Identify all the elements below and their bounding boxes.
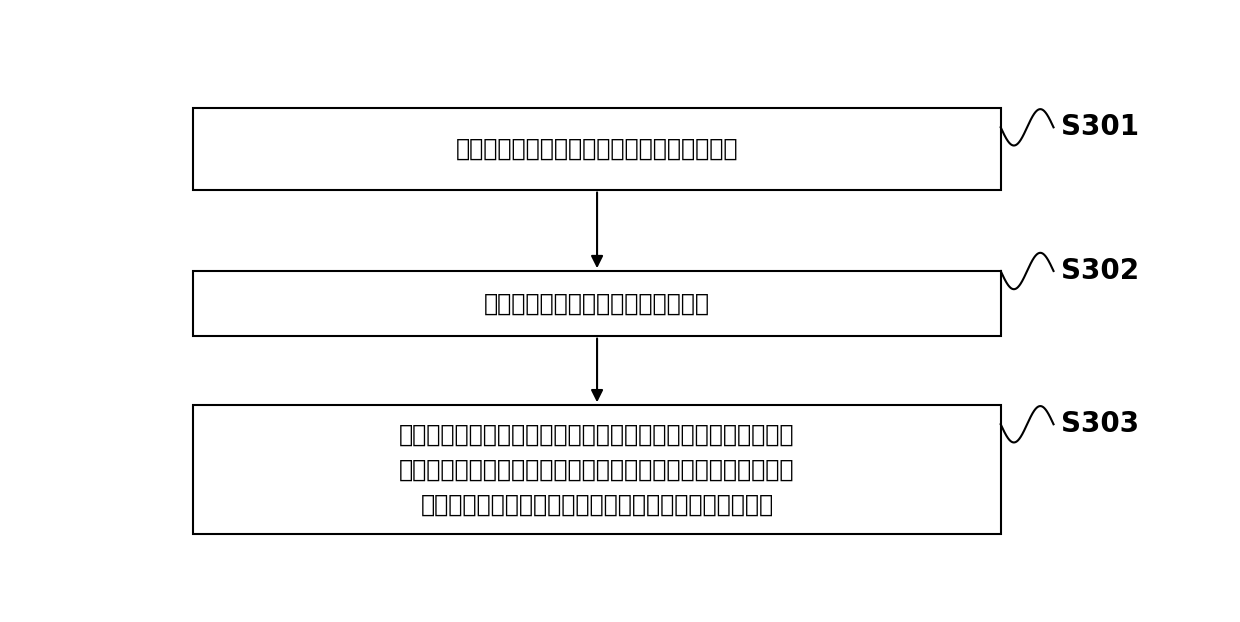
- Text: S302: S302: [1061, 257, 1140, 285]
- FancyBboxPatch shape: [193, 108, 1001, 190]
- FancyBboxPatch shape: [193, 271, 1001, 336]
- FancyBboxPatch shape: [193, 405, 1001, 534]
- Text: 网络侧设备接收终端发送的波束失败恢复请求: 网络侧设备接收终端发送的波束失败恢复请求: [456, 137, 738, 161]
- Text: 网络侧设备确定不存在可用候选波束: 网络侧设备确定不存在可用候选波束: [484, 291, 711, 315]
- Text: S301: S301: [1061, 113, 1140, 141]
- Text: S303: S303: [1061, 411, 1140, 439]
- Text: 网络侧设备在第二预设时间内未收到终端发送的包含候选波束的
波束上报信息、或者在第二预设时间内收到终端发送的第一无线
链路失败消息，向核心网设备发送第二无线链路失: 网络侧设备在第二预设时间内未收到终端发送的包含候选波束的 波束上报信息、或者在第…: [399, 422, 795, 517]
